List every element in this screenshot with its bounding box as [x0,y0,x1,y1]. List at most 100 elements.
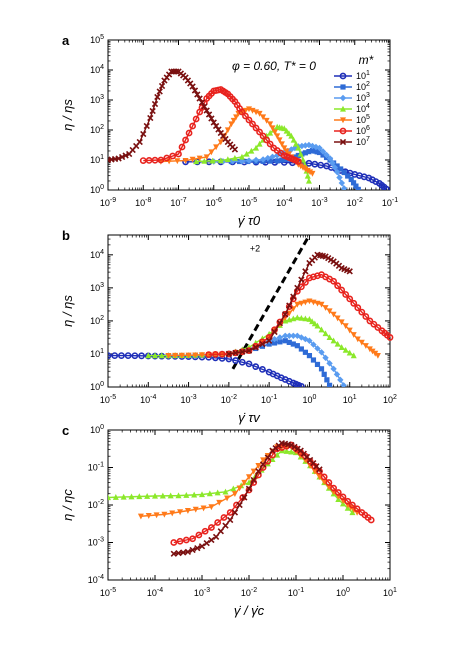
data-point [276,137,283,144]
data-point [192,506,199,513]
legend-entry-label: 104 [356,103,370,114]
data-point [201,527,209,535]
data-point [238,153,245,160]
x-tick-label: 10-6 [206,197,222,208]
data-point [286,302,293,309]
data-point [322,305,329,311]
data-point [207,524,215,531]
data-point [208,149,215,156]
data-point [263,136,271,144]
data-point [192,115,200,123]
data-point [322,354,329,362]
data-point [191,87,199,94]
data-point [158,82,166,90]
data-point [167,492,174,499]
x-axis-label: γ̇ τv [238,410,261,425]
data-point [274,133,281,140]
data-point [354,336,361,343]
data-point [374,353,381,359]
x-tick-label: 10-7 [170,197,186,208]
data-point [231,509,239,516]
data-point [189,535,196,543]
data-point [288,441,295,449]
data-point [189,156,196,163]
x-axis-label: γ̇ / γ̇c [234,603,265,618]
data-point [324,377,330,383]
data-point [321,479,328,486]
data-point [302,299,309,306]
data-point [189,122,196,130]
data-point [252,363,260,371]
y-tick-label: 10-3 [88,537,104,548]
data-point [318,301,325,308]
y-tick-label: 102 [90,315,104,326]
data-point [259,365,266,373]
legend-title: m* [359,53,374,67]
data-point [278,141,285,148]
data-point [208,504,215,511]
x-tick-label: 10-2 [347,197,363,208]
data-point [259,156,267,163]
data-point [259,340,266,348]
data-point [246,479,252,486]
data-point [354,304,362,312]
y-tick-label: 10-4 [88,574,104,585]
data-point [118,352,125,360]
data-point [340,382,347,387]
data-point [145,352,152,359]
data-point [267,158,273,164]
legend-marker [339,94,347,102]
data-point [338,179,346,187]
data-point [329,159,336,167]
x-tick-label: 10-3 [311,197,327,208]
data-point [274,158,280,164]
data-point [374,324,382,331]
data-point [293,140,299,147]
series-line [108,449,353,514]
x-tick-label: 10-5 [100,587,116,598]
data-point [120,493,127,500]
legend-entry-label: 101 [356,70,370,81]
y-tick-label: 100 [90,424,104,435]
data-point [305,141,313,149]
data-point [227,516,234,524]
data-point [225,350,233,358]
data-point [339,493,347,501]
data-point [306,316,313,322]
data-point [205,351,213,359]
data-point [306,457,314,465]
data-point [302,150,308,156]
data-point [253,144,260,151]
data-point [246,474,252,481]
data-point [333,371,341,378]
data-point [214,519,222,526]
x-tick-label: 10-1 [382,197,398,208]
y-tick-label: 103 [90,282,104,293]
legend-marker [339,72,347,80]
data-point [281,145,288,152]
data-point [192,352,199,359]
data-point [147,114,154,122]
data-point [366,346,373,353]
data-point [140,130,147,138]
data-point [294,314,301,321]
data-point [318,366,325,372]
data-point [199,352,205,359]
panel-letter-b: b [62,228,70,243]
data-point [246,106,252,113]
data-point [372,350,379,357]
data-point [266,140,274,148]
data-point [214,489,221,496]
data-point [320,473,328,481]
data-point [310,341,317,348]
data-point [206,490,213,497]
data-point [295,144,302,151]
y-tick-label: 100 [90,381,104,392]
data-point [367,516,375,524]
data-point [346,349,353,356]
data-point [112,494,119,500]
data-point [260,114,267,121]
data-point [205,352,212,358]
legend-marker [340,84,346,90]
x-tick-label: 10-3 [180,394,196,405]
